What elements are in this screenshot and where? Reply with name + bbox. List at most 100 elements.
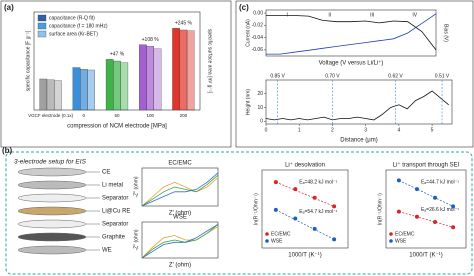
bar — [179, 29, 188, 111]
layer — [17, 206, 87, 216]
data-line — [141, 223, 219, 259]
y-tick-label: 20 — [257, 91, 263, 97]
layer — [17, 219, 87, 229]
y-tick-label: -0.02 — [252, 23, 264, 29]
x-tick-label: 0 — [265, 127, 268, 133]
layer — [17, 180, 87, 190]
legend-label: WSE — [271, 238, 283, 244]
legend-marker — [265, 239, 269, 243]
bar — [153, 48, 162, 111]
y-axis-label: ln(R⁻¹/Ohm⁻¹) — [377, 193, 383, 225]
fit-label: Eₐ=48.2 kJ mol⁻¹ — [299, 179, 337, 185]
data-line — [141, 177, 219, 207]
legend-label: capacitance (f = 180 mHz) — [49, 23, 108, 29]
fit-label: Eₐ=26.6 kJ mol⁻¹ — [421, 207, 459, 213]
legend-label: WSE — [395, 238, 407, 244]
y-tick-label: -0.06 — [252, 47, 264, 53]
x-tick-label: 4 — [397, 127, 400, 133]
bar — [172, 28, 180, 111]
layer-label: WE — [102, 248, 112, 254]
y-axis-label: Height (nm) — [245, 89, 251, 115]
data-line — [265, 90, 449, 121]
y-axis-label: Current (nA) — [245, 19, 251, 47]
point — [451, 225, 456, 230]
region-label: III — [370, 12, 374, 18]
bar — [39, 78, 48, 111]
x-tick-label: 2 — [331, 127, 334, 133]
layer-label: Separator — [102, 222, 128, 228]
x-tick-label: 100 — [146, 113, 154, 118]
data-line — [141, 172, 219, 207]
legend-marker — [389, 232, 393, 236]
legend-label: EC/EMC — [395, 231, 415, 237]
legend-label: capacitance (R-Q fit) — [49, 15, 95, 21]
chart-title: WSE — [173, 215, 187, 221]
marker-label: 0.70 V — [325, 73, 340, 79]
region-label: IV — [412, 12, 417, 18]
fit-line — [398, 180, 454, 207]
fit-line — [398, 211, 454, 228]
x-tick-label: 200 — [180, 113, 188, 118]
x-tick-label: 0 — [83, 113, 86, 118]
point — [396, 209, 401, 214]
point — [414, 187, 419, 192]
x-axis-label: Z' (ohm) — [169, 263, 191, 269]
fit-label: Eₐ=54.7 kJ mol⁻¹ — [299, 209, 337, 215]
point — [433, 220, 438, 224]
bar — [120, 62, 129, 111]
fit-label: Eₐ=44.7 kJ mol⁻¹ — [421, 179, 459, 185]
layer — [17, 232, 87, 242]
plot-frame — [141, 221, 219, 259]
layer-label: Li@Cu RE — [102, 209, 130, 215]
bar — [139, 44, 147, 111]
layer — [17, 245, 87, 255]
plot-frame — [141, 167, 219, 207]
point — [273, 207, 278, 212]
fit-line — [275, 209, 335, 240]
x-tick-label: 3 — [364, 127, 367, 133]
plot-frame — [385, 169, 467, 249]
layer — [17, 193, 87, 203]
panel-b-frame — [5, 151, 473, 275]
legend-swatch — [37, 22, 47, 30]
legend-swatch — [37, 30, 47, 38]
panel-label: (b) — [2, 146, 13, 155]
y-tick-label: 10 — [257, 105, 263, 111]
chart-title: EC/EMC — [168, 161, 192, 167]
point — [396, 178, 401, 183]
x-axis-label: Distance (μm) — [340, 138, 377, 144]
chart-title: Li⁺ desolvation — [285, 162, 325, 169]
data-line — [141, 174, 219, 207]
point — [414, 214, 419, 219]
bar — [46, 79, 55, 111]
layer-label: Separator — [102, 196, 128, 202]
legend-label: EC/EMC — [271, 231, 291, 237]
bar — [79, 69, 88, 111]
panel-c-frame — [235, 0, 474, 148]
plot-frame — [265, 9, 437, 57]
y-axis-label: specific capacitance [F g⁻¹] — [25, 30, 31, 91]
data-line — [141, 223, 219, 259]
panel-label: (c) — [239, 3, 249, 12]
legend-marker — [265, 232, 269, 236]
x-axis-label: 1000/T (K⁻¹) — [409, 253, 442, 259]
annotation: +108 % — [142, 37, 160, 43]
region-label: II — [328, 12, 331, 18]
x-axis-label: Z' (ohm) — [169, 211, 191, 217]
point — [312, 195, 317, 200]
data-line — [266, 13, 437, 55]
marker-label: 0.62 V — [388, 73, 403, 79]
panel-a-frame — [0, 0, 232, 148]
y-axis-label: -Z'' (ohm) — [133, 176, 139, 197]
plot-frame — [265, 79, 453, 125]
fit-line — [275, 181, 335, 207]
marker-label: 0.85 V — [270, 73, 285, 79]
legend-label: surface area (Kr-BET) — [49, 31, 98, 37]
x-tick-label: VGCF electrode (0.1x) — [28, 113, 74, 118]
x-axis-label: 1000/T (K⁻¹) — [288, 253, 321, 259]
chart-title: Li⁺ transport through SEI — [393, 162, 460, 169]
x-tick-label: 5 — [431, 127, 434, 133]
annotation: +47 % — [110, 52, 125, 58]
layer-label: Graphite — [102, 235, 126, 241]
